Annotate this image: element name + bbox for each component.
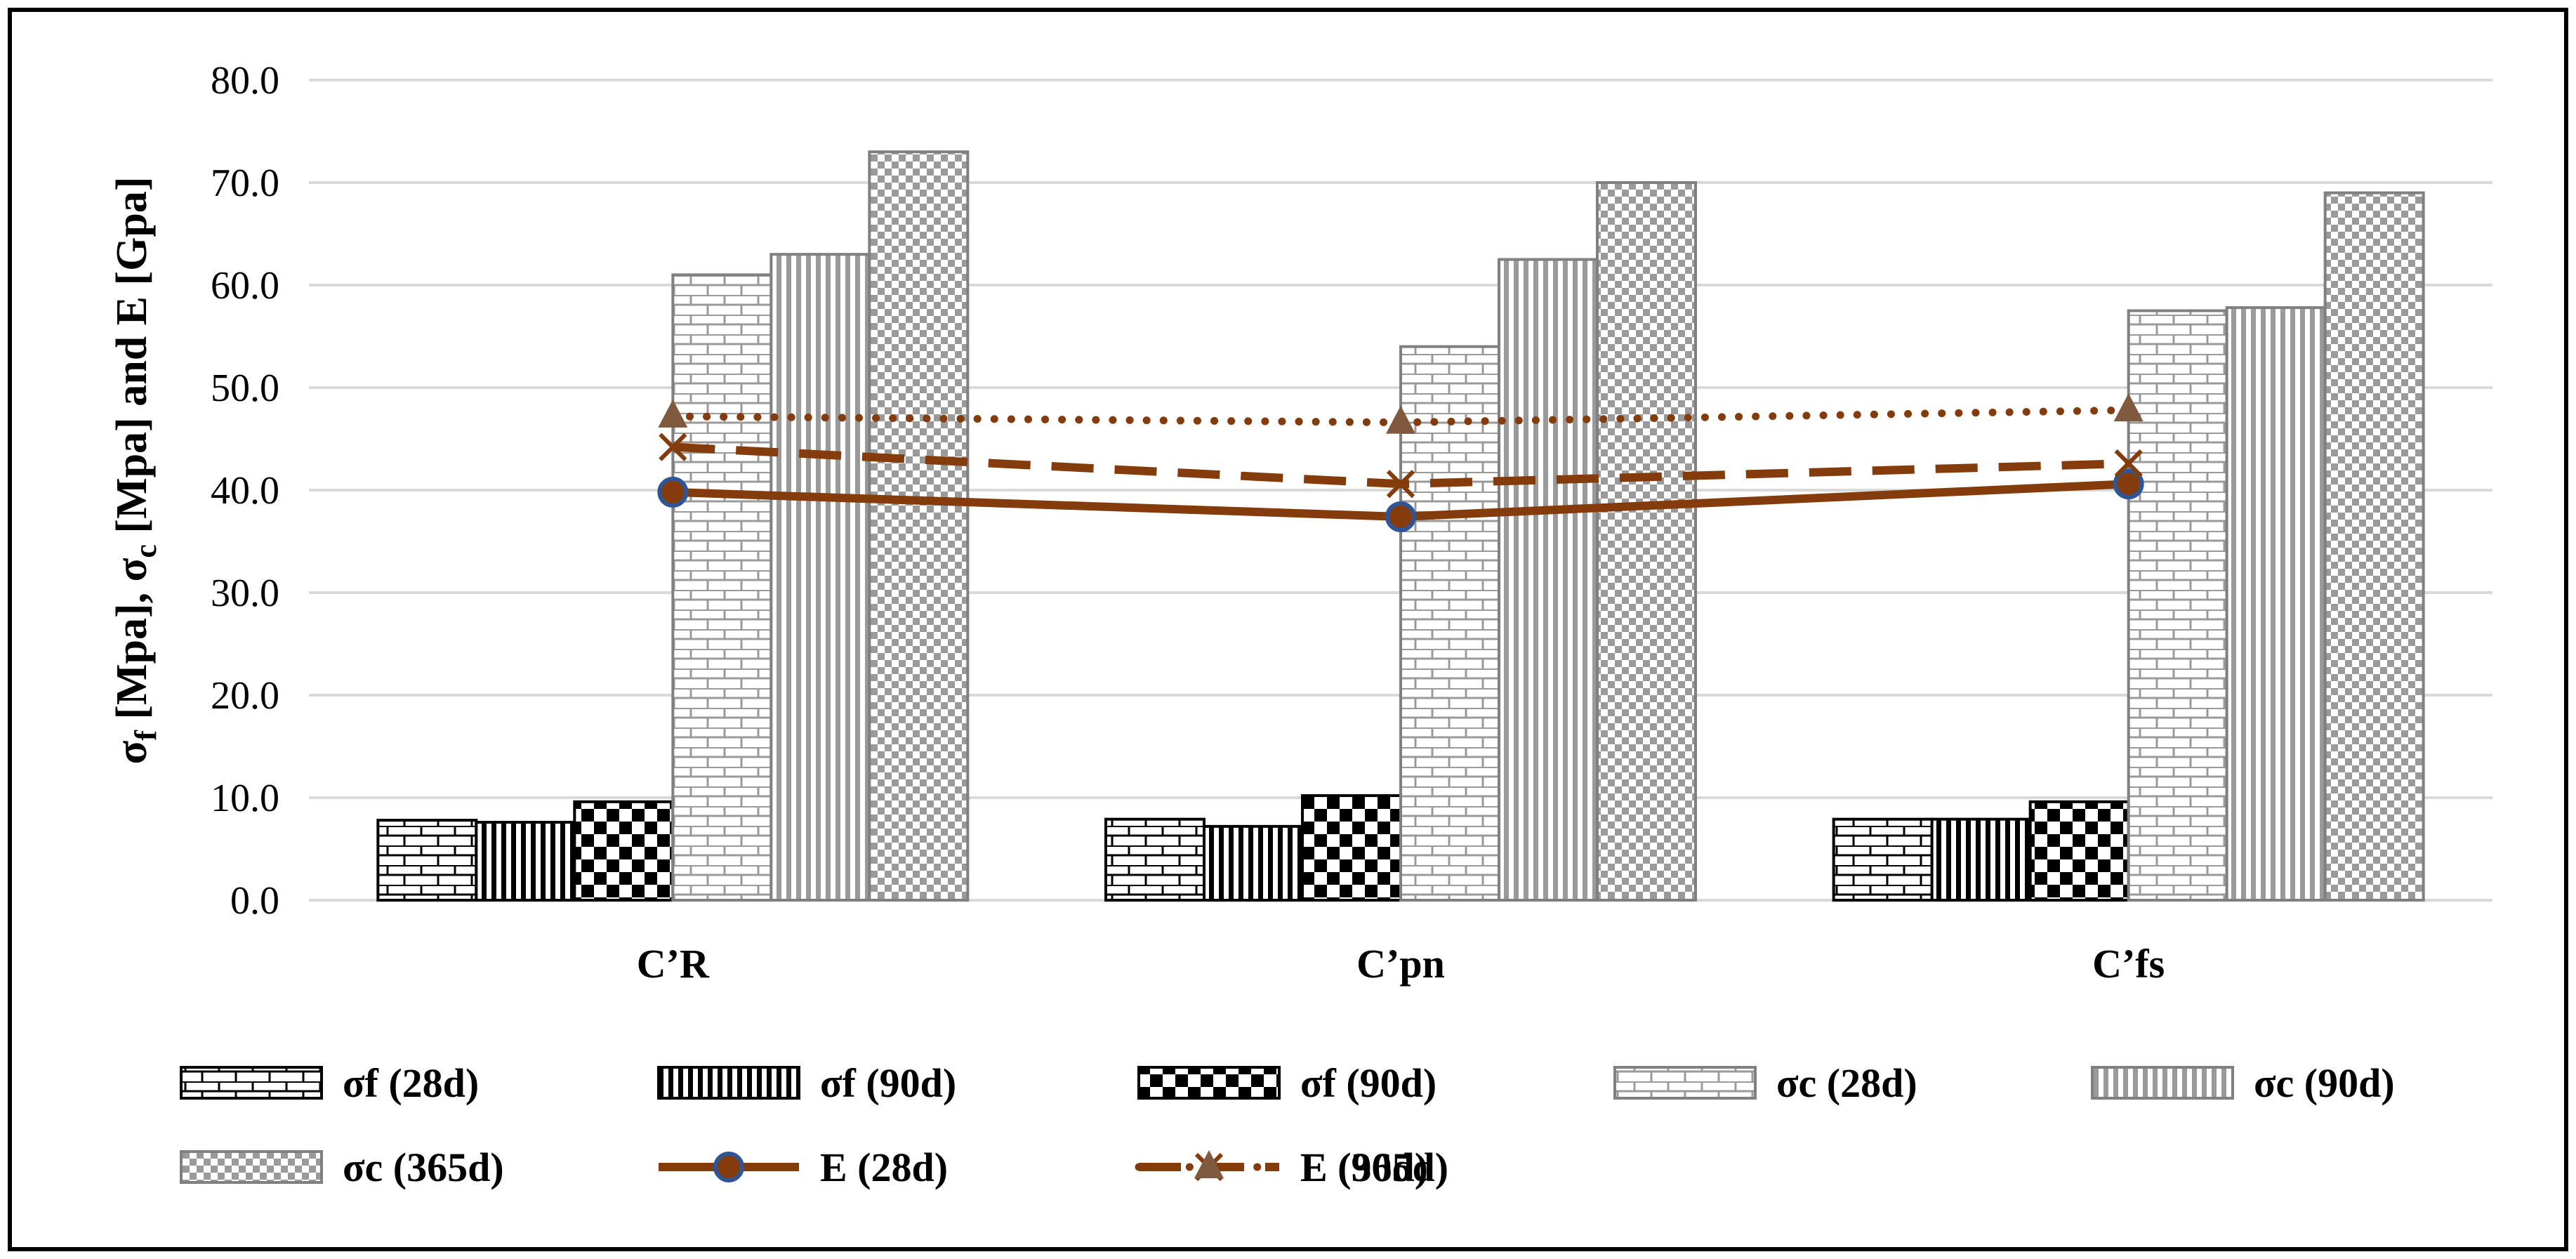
marker-circle-0 — [657, 476, 689, 508]
legend-swatch — [2091, 1066, 2234, 1100]
y-tick-label: 30.0 — [211, 572, 279, 615]
bar-brick-black-1 — [1104, 817, 1206, 902]
legend-swatch — [180, 1066, 323, 1100]
legend-label: σc (28d) — [1776, 1060, 1917, 1106]
bar-brick-gray-0 — [671, 273, 773, 902]
legend-marker — [713, 1152, 744, 1182]
legend-label: E (28d) — [820, 1145, 948, 1190]
marker-triangle-1 — [1386, 405, 1415, 434]
legend-swatch — [1613, 1066, 1757, 1100]
legend-item: σf (90d) — [1137, 1060, 1436, 1106]
x-category-label: C’fs — [2092, 941, 2165, 987]
x-axis-categories: C’R C’pn C’fs — [637, 941, 2165, 987]
bar-checker-black-0 — [573, 800, 675, 902]
y-tick-label: 80.0 — [211, 59, 279, 103]
bars — [376, 150, 2425, 902]
legend-label: E (90d) — [1300, 1145, 1428, 1190]
x-category-label: C’R — [637, 941, 710, 987]
bar-vertical-gray-0 — [770, 253, 871, 902]
bar-vertical-black-2 — [1930, 817, 2032, 902]
legend-marker — [1194, 1150, 1224, 1178]
bar-vertical-black-0 — [475, 821, 576, 902]
legend-item: σc (90d) — [2091, 1060, 2395, 1106]
marker-circle-1 — [1385, 501, 1416, 532]
legend: σf (28d) σf (90d) σf (90d) σc (28d) σc (90d)… — [180, 1060, 2395, 1190]
y-tick-label: 70.0 — [211, 162, 279, 205]
bar-vertical-gray-1 — [1498, 258, 1599, 902]
bar-brick-black-2 — [1832, 817, 1934, 902]
x-category-label: C’pn — [1356, 941, 1445, 987]
series-lines — [657, 393, 2144, 532]
bar-vertical-gray-2 — [2225, 306, 2327, 902]
marker-x-1 — [1386, 470, 1415, 499]
bar-checker-black-1 — [1301, 794, 1402, 902]
bar-checker-gray-2 — [2323, 191, 2425, 902]
bar-checker-gray-1 — [1596, 181, 1697, 902]
legend-item: σc (365d) — [180, 1145, 504, 1190]
bar-checker-gray-0 — [868, 150, 970, 902]
bar-brick-gray-2 — [2127, 309, 2228, 902]
legend-swatch — [180, 1150, 323, 1184]
marker-circle-2 — [2113, 468, 2144, 500]
legend-label: σf (90d) — [1300, 1060, 1436, 1106]
y-tick-label: 50.0 — [211, 367, 279, 410]
marker-x-0 — [659, 433, 687, 461]
legend-label: σf (90d) — [820, 1060, 956, 1106]
legend-label: E (365d) — [1300, 1145, 1448, 1190]
legend-item: σf (90d) — [657, 1060, 956, 1106]
legend-item: σf (28d) — [180, 1060, 479, 1106]
bar-checker-black-2 — [2028, 800, 2130, 902]
y-axis-ticks: 0.0 10.0 20.0 30.0 40.0 50.0 60.0 70.0 80.0 — [211, 59, 279, 923]
legend-item: E (28d) — [659, 1145, 948, 1190]
marker-x-2 — [2114, 449, 2143, 478]
legend-label: σc (365d) — [343, 1145, 504, 1190]
bar-vertical-black-1 — [1203, 824, 1304, 902]
legend-item: σc (28d) — [1613, 1060, 1917, 1106]
legend-label: σc (90d) — [2254, 1060, 2395, 1106]
legend-swatch — [657, 1066, 800, 1100]
marker-triangle-2 — [2113, 393, 2144, 422]
y-tick-label: 10.0 — [211, 777, 279, 820]
y-tick-label: 60.0 — [211, 264, 279, 308]
y-tick-label: 20.0 — [211, 674, 279, 718]
legend-item: E (365d) — [1135, 1145, 1448, 1190]
legend-label: σf (28d) — [343, 1060, 479, 1106]
y-tick-label: 40.0 — [211, 469, 279, 513]
bar-brick-gray-1 — [1399, 345, 1500, 902]
legend-swatch — [1137, 1066, 1281, 1100]
bar-brick-black-0 — [376, 819, 478, 902]
marker-triangle-0 — [658, 399, 688, 428]
y-axis-label: σf [Mpa], σc [Mpa] and E [Gpa] — [108, 176, 163, 764]
y-tick-label: 0.0 — [230, 879, 279, 923]
